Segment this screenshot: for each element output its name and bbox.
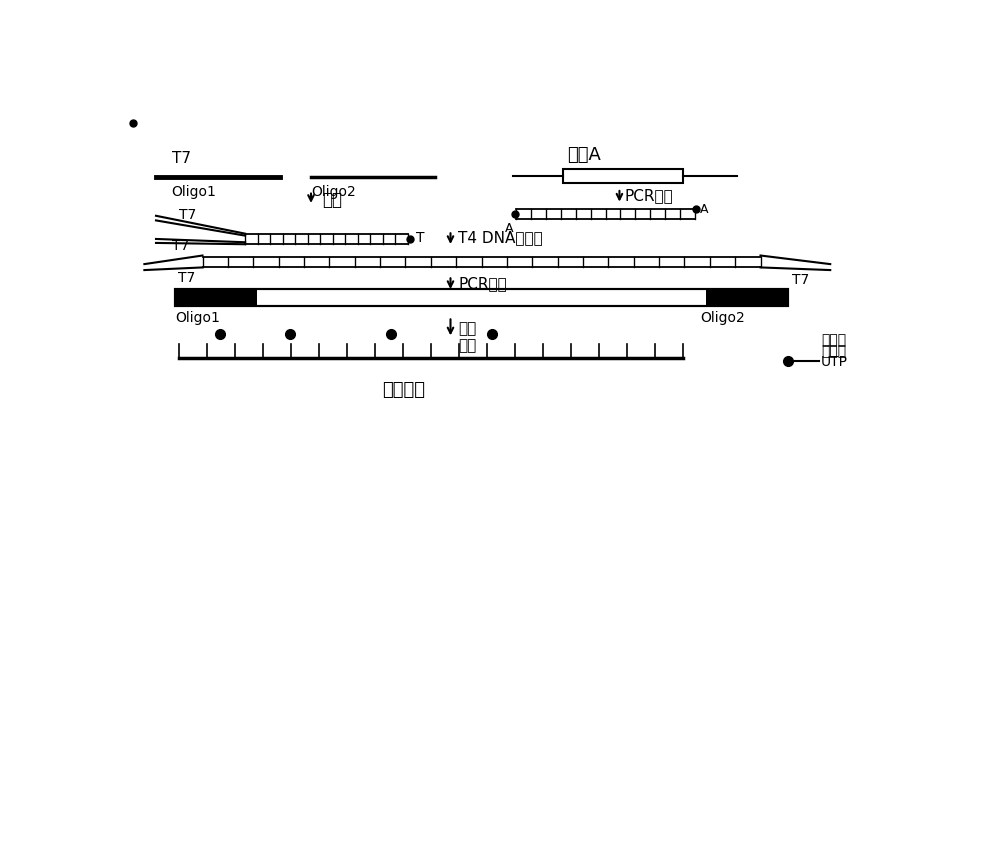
Text: 生物素: 生物素 [821, 333, 846, 347]
Text: 退火: 退火 [323, 191, 343, 209]
Bar [175, 289, 788, 306]
Text: A: A [505, 223, 513, 236]
Text: PCR扩增: PCR扩增 [458, 276, 507, 291]
Text: Oligo1: Oligo1 [175, 311, 220, 325]
Text: 体外
转录: 体外 转录 [458, 321, 477, 353]
Text: 单链探针: 单链探针 [382, 381, 426, 399]
Text: A: A [700, 203, 709, 216]
Text: T4 DNA酶连接: T4 DNA酶连接 [458, 230, 543, 245]
Text: T7: T7 [179, 208, 196, 223]
Text: UTP: UTP [821, 355, 848, 370]
Bar [563, 169, 683, 182]
Text: T7: T7 [178, 271, 195, 285]
Bar [706, 289, 788, 306]
Text: T: T [416, 230, 424, 244]
Text: T7: T7 [172, 239, 189, 253]
Text: PCR扩增: PCR扩增 [625, 188, 674, 204]
Text: 标记的: 标记的 [821, 344, 846, 358]
Text: T7: T7 [172, 151, 190, 166]
Bar [175, 289, 257, 306]
Text: Oligo1: Oligo1 [172, 185, 216, 199]
Text: 基因A: 基因A [567, 146, 601, 164]
Text: Oligo2: Oligo2 [700, 311, 745, 325]
Bar [175, 289, 788, 306]
Text: Oligo2: Oligo2 [311, 185, 356, 199]
Text: T7: T7 [792, 273, 809, 286]
